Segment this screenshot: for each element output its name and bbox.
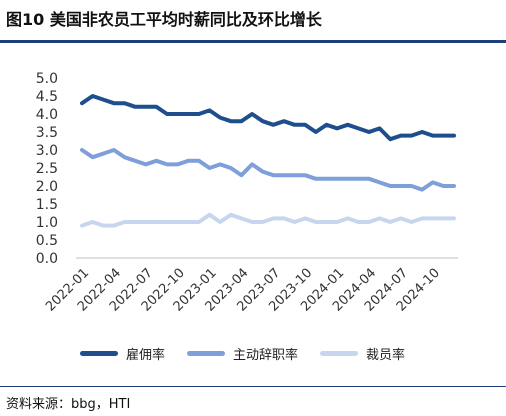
chart-legend: 雇佣率 主动辞职率 裁员率 [80, 344, 427, 363]
chart-title: 图10 美国非农员工平均时薪同比及环比增长 [6, 10, 322, 29]
series-line-3 [80, 212, 456, 228]
legend-swatch-series-2 [187, 351, 226, 356]
title-divider [0, 40, 506, 43]
y-tick-label: 0.0 [36, 251, 58, 267]
series-line-2 [80, 148, 456, 192]
footer-divider [0, 386, 506, 387]
legend-label-series-3: 裁员率 [366, 348, 406, 363]
series-line-1 [80, 94, 456, 142]
legend-swatch-series-1 [80, 351, 118, 356]
legend-label-series-1: 雇佣率 [126, 348, 166, 363]
y-tick-label: 2.5 [36, 161, 58, 177]
y-tick-label: 1.0 [36, 215, 58, 231]
y-tick-label: 4.0 [36, 107, 58, 123]
legend-swatch-series-3 [320, 351, 359, 356]
y-tick-label: 3.5 [36, 125, 58, 141]
y-tick-label: 1.5 [36, 197, 58, 213]
source-note: 资料来源：bbg，HTI [6, 397, 131, 412]
y-tick-label: 4.5 [36, 89, 58, 105]
legend-item-series-2: 主动辞职率 [187, 344, 298, 363]
y-tick-label: 2.0 [36, 179, 58, 195]
y-tick-label: 5.0 [36, 71, 58, 87]
line-chart: 0.00.51.01.52.02.53.03.54.04.55.02022-01… [36, 71, 458, 315]
legend-item-series-1: 雇佣率 [80, 344, 165, 363]
y-tick-label: 0.5 [36, 233, 58, 249]
legend-label-series-2: 主动辞职率 [233, 348, 299, 363]
legend-item-series-3: 裁员率 [320, 344, 405, 363]
y-tick-label: 3.0 [36, 143, 58, 159]
